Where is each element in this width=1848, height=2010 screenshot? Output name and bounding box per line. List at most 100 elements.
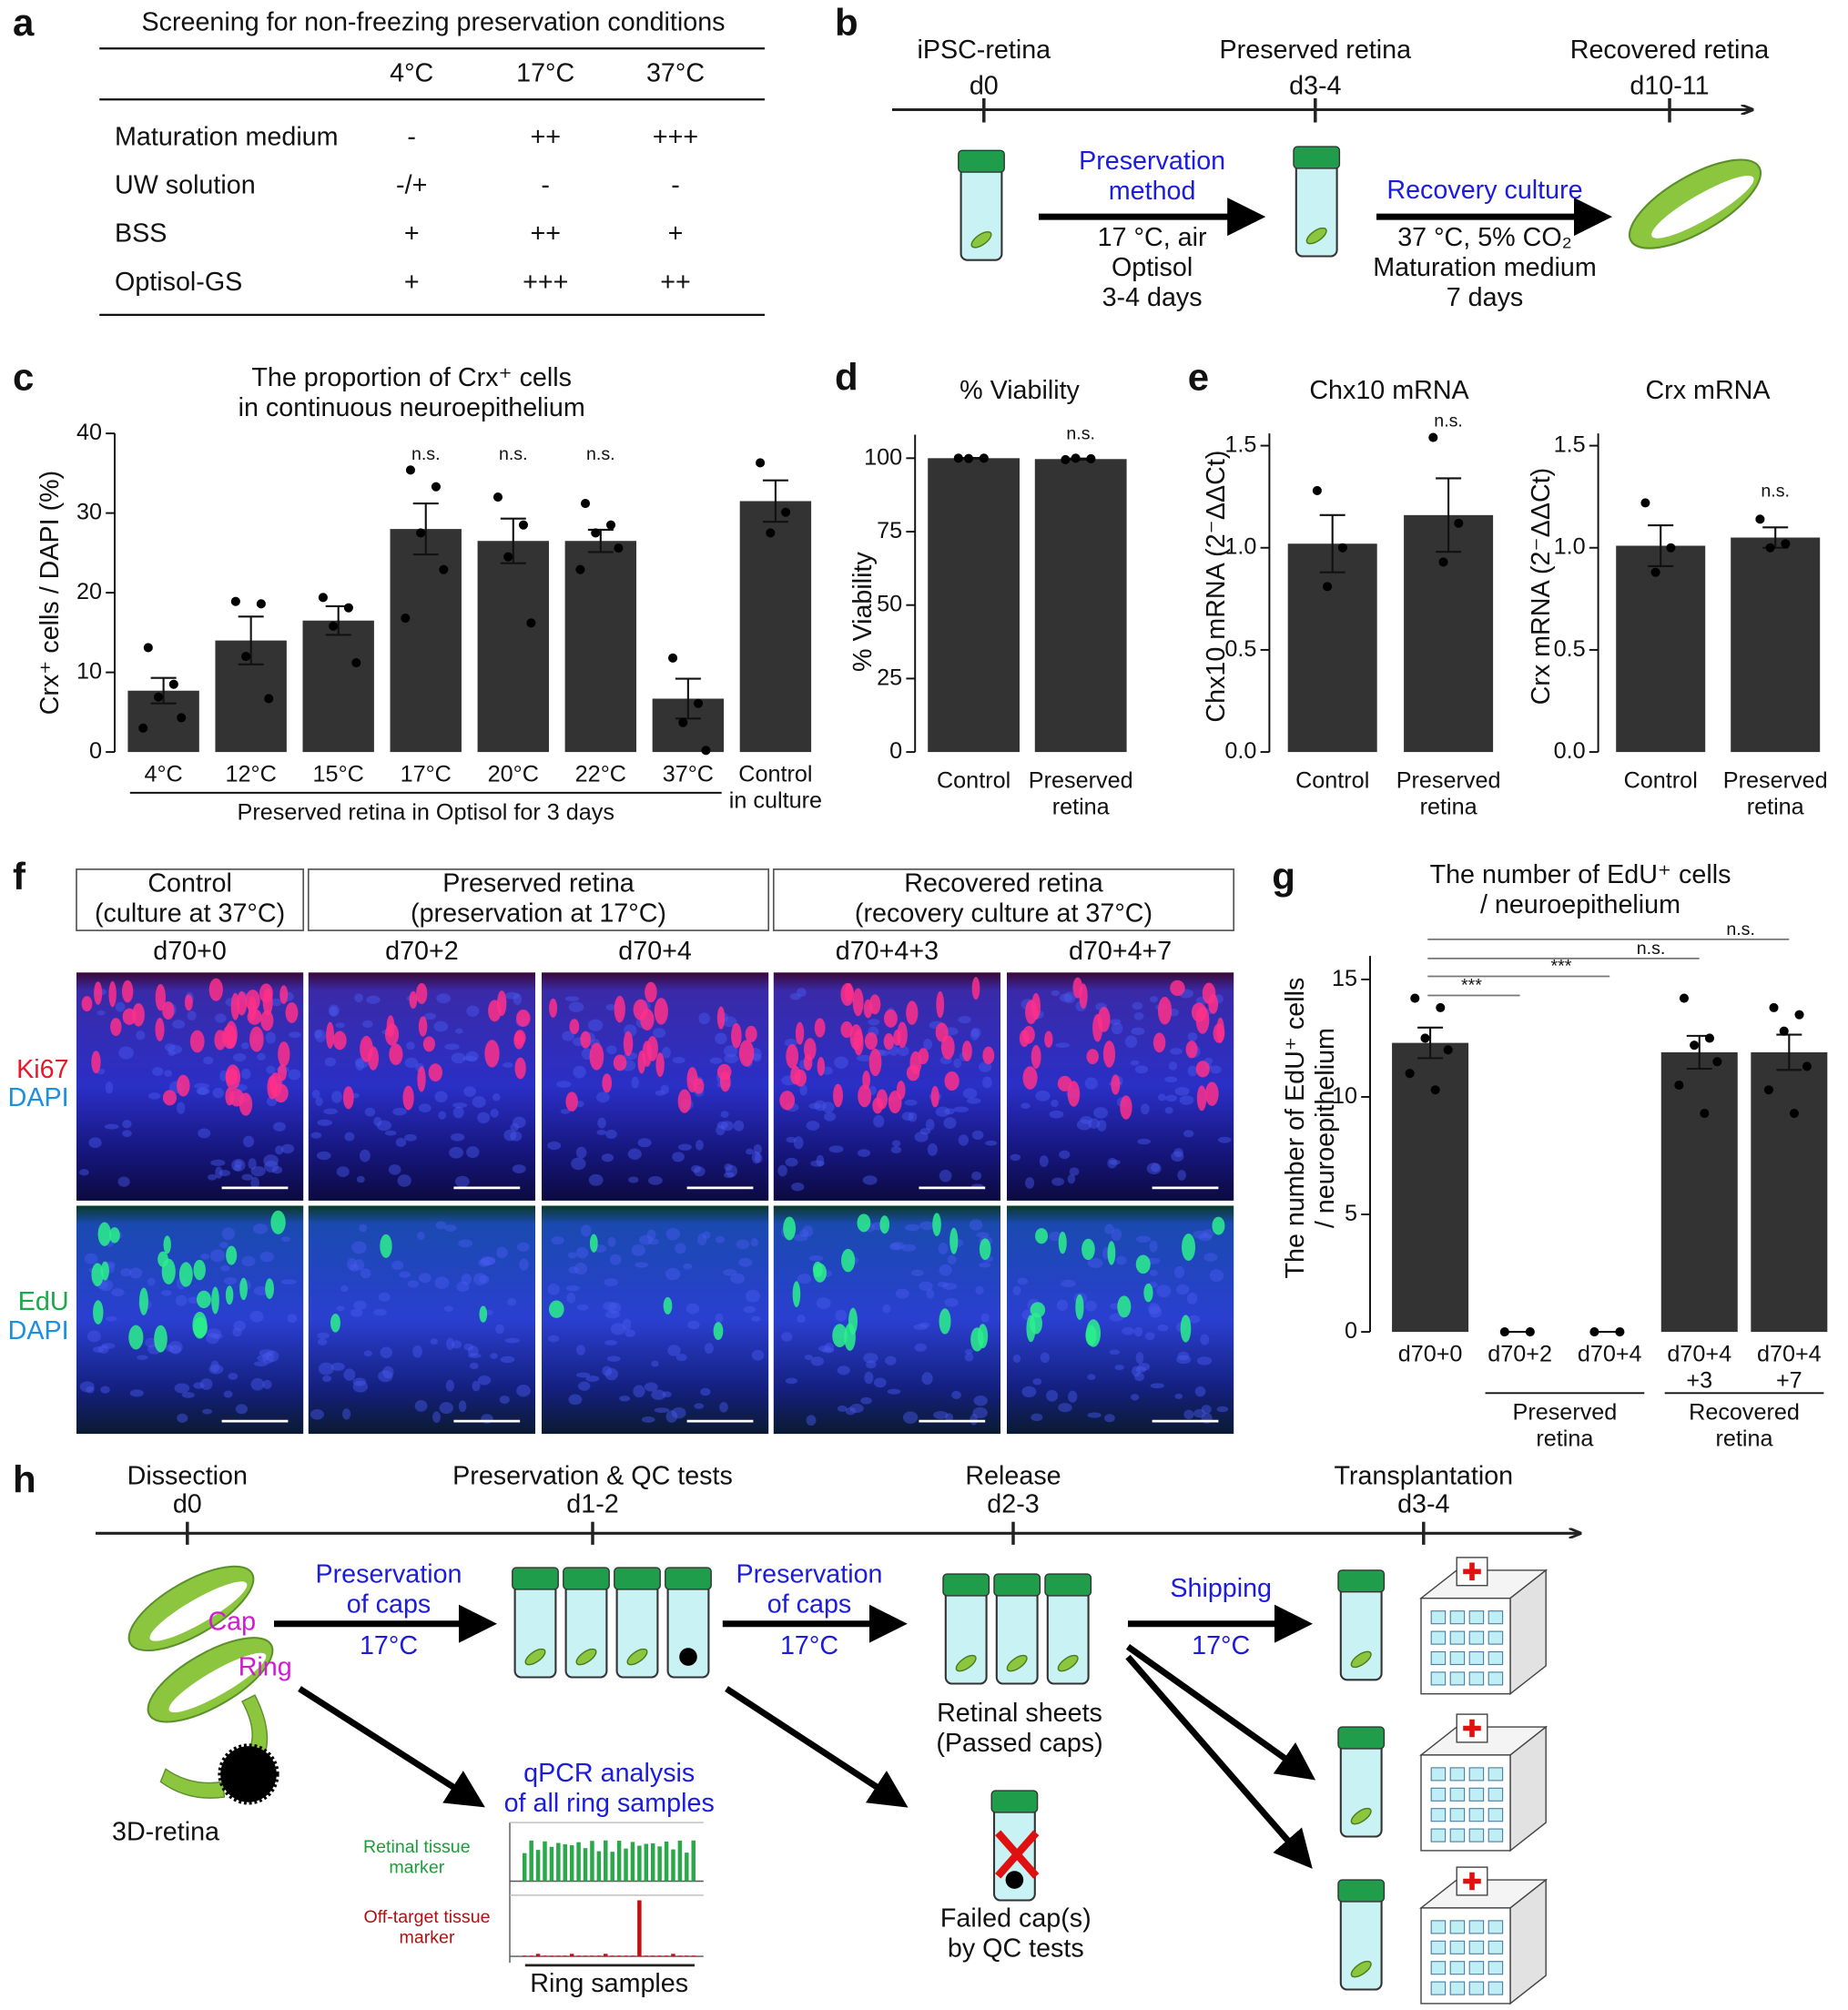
text-line: d70+4 <box>618 936 692 965</box>
inset-bar <box>596 1955 602 1957</box>
ki67-cell <box>655 1052 665 1078</box>
nucleus <box>1176 1355 1192 1365</box>
y-tick-label: 1.0 <box>1224 533 1256 559</box>
nucleus <box>84 1253 98 1264</box>
data-point <box>1438 557 1448 567</box>
nucleus <box>510 1131 523 1142</box>
nucleus <box>463 1343 474 1351</box>
data-point <box>416 528 426 538</box>
ki67-cell <box>91 1051 101 1074</box>
inset-bar <box>583 1848 588 1882</box>
y-tick-label: 1.0 <box>1554 533 1586 559</box>
nucleus <box>212 1087 225 1099</box>
ki67-cell <box>863 999 873 1019</box>
text-line: +++ <box>523 267 568 296</box>
nucleus <box>926 1288 935 1299</box>
ki67-cell <box>897 1021 908 1049</box>
text-line: Preservation & QC tests <box>452 1461 733 1490</box>
group-header: Control (culture at 37°C) <box>95 868 285 928</box>
passed-label: Retinal sheets (Passed caps) <box>936 1699 1102 1758</box>
nucleus <box>651 1360 659 1367</box>
nucleus <box>104 1123 119 1130</box>
nucleus <box>406 1041 415 1051</box>
text-line: Preserved <box>1396 767 1501 793</box>
nucleus <box>495 1324 504 1335</box>
nucleus <box>223 1390 233 1398</box>
nucleus <box>404 1133 417 1142</box>
tube <box>990 1790 1039 1902</box>
ki67-cell <box>1097 1006 1111 1032</box>
nucleus <box>208 1173 218 1181</box>
timepoint-label: d70+4 <box>618 936 692 965</box>
edu-cell <box>479 1305 488 1323</box>
nucleus <box>1170 1048 1183 1055</box>
nucleus <box>802 1225 814 1237</box>
nucleus <box>750 1238 759 1247</box>
inset-bar <box>604 1954 608 1957</box>
panel-label: h <box>13 1457 36 1500</box>
nucleus <box>941 1283 958 1290</box>
edu-cell <box>979 1238 991 1261</box>
nucleus <box>923 1038 933 1051</box>
data-point <box>701 746 711 756</box>
ki67-cell <box>580 1030 592 1049</box>
ki67-cell <box>565 1091 578 1112</box>
nucleus <box>873 1377 887 1388</box>
nucleus <box>816 1297 831 1309</box>
nucleus <box>604 1310 620 1319</box>
nucleus <box>939 1264 952 1276</box>
nucleus <box>516 1242 530 1252</box>
data-point <box>329 621 339 631</box>
text-line: Retinal sheets <box>937 1699 1102 1728</box>
nucleus <box>751 1349 765 1361</box>
nucleus <box>580 1224 592 1237</box>
text-line: 1.5 <box>1554 431 1586 457</box>
ki67-cell <box>944 1071 960 1091</box>
nucleus <box>79 1381 95 1393</box>
nucleus <box>943 1117 957 1130</box>
nucleus <box>1114 1364 1124 1371</box>
nucleus <box>604 1339 618 1345</box>
nucleus <box>136 1030 146 1041</box>
data-point <box>1769 1002 1779 1012</box>
tube <box>957 149 1006 261</box>
text-line: Crx mRNA (2⁻ΔΔCt) <box>1527 468 1556 706</box>
nucleus <box>97 1345 109 1354</box>
text-line: iPSC-retina <box>917 36 1051 65</box>
ki67-cell <box>936 990 945 1019</box>
nucleus <box>609 1254 622 1265</box>
nucleus <box>194 1082 210 1090</box>
inset-bar <box>685 1853 689 1882</box>
panel-label: b <box>835 1 858 44</box>
ki67-cell <box>637 1050 646 1074</box>
nucleus <box>1149 996 1158 1003</box>
text-line: Preservation <box>1079 146 1225 175</box>
nucleus <box>165 1344 174 1352</box>
edu-cell <box>109 1227 120 1244</box>
panel-label: a <box>13 1 35 44</box>
micrograph <box>1007 972 1234 1201</box>
ki67-cell <box>514 1057 526 1080</box>
nucleus <box>452 1102 468 1109</box>
nucleus <box>129 1267 143 1279</box>
nucleus <box>1196 1356 1213 1365</box>
data-point <box>1410 993 1420 1003</box>
ki67-cell <box>868 1048 882 1077</box>
ki67-cell <box>1019 1030 1030 1048</box>
text-line: a <box>13 1 35 44</box>
inset-bar <box>624 1955 628 1957</box>
nucleus <box>1020 1102 1031 1110</box>
y-tick-label: 20 <box>76 579 102 604</box>
data-point <box>168 679 178 689</box>
text-line: 4°C <box>144 761 182 787</box>
text-line: d3-4 <box>1397 1489 1449 1518</box>
inset-bar <box>630 1842 635 1882</box>
nucleus <box>355 1059 365 1071</box>
y-tick-label: 10 <box>76 658 102 684</box>
edu-cell <box>939 1308 951 1335</box>
nucleus <box>799 1229 809 1237</box>
nucleus <box>806 1415 817 1426</box>
nucleus <box>1080 1115 1092 1124</box>
nucleus <box>919 1281 933 1292</box>
data-point <box>766 528 776 538</box>
